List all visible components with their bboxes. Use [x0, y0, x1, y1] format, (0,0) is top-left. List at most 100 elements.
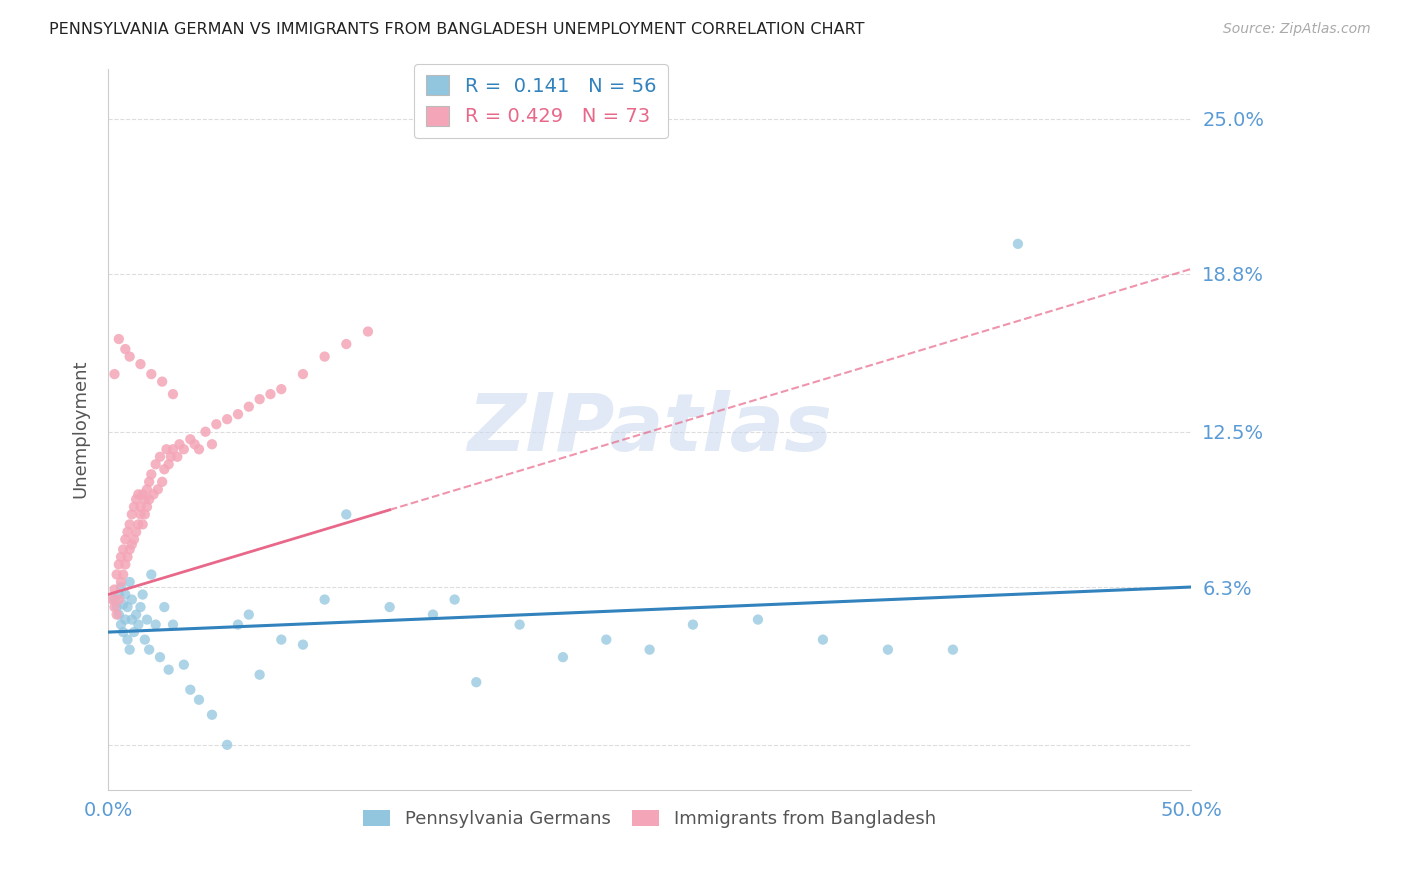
Point [136, 613, 159, 627]
Point [138, 642, 160, 657]
Point [129, 600, 152, 615]
Point [121, 592, 143, 607]
Point [422, 607, 444, 622]
Point [138, 475, 160, 489]
Point [201, 707, 224, 722]
Point [811, 632, 834, 647]
Point [112, 542, 135, 557]
Point [141, 467, 163, 482]
Point [110, 574, 132, 589]
Point [105, 567, 128, 582]
Point [179, 432, 201, 446]
Point [159, 450, 181, 464]
Point [108, 607, 131, 622]
Point [188, 692, 211, 706]
Point [238, 400, 260, 414]
Point [150, 375, 173, 389]
Point [155, 442, 177, 457]
Point [103, 582, 125, 597]
Point [150, 475, 173, 489]
Point [142, 487, 165, 501]
Point [217, 412, 239, 426]
Point [145, 617, 167, 632]
Point [114, 613, 136, 627]
Point [378, 600, 401, 615]
Point [121, 613, 143, 627]
Point [118, 517, 141, 532]
Point [129, 357, 152, 371]
Point [122, 533, 145, 547]
Point [117, 524, 139, 539]
Point [169, 437, 191, 451]
Point [108, 588, 131, 602]
Point [103, 592, 125, 607]
Point [188, 442, 211, 457]
Point [335, 337, 357, 351]
Point [112, 567, 135, 582]
Point [877, 642, 900, 657]
Text: Source: ZipAtlas.com: Source: ZipAtlas.com [1223, 22, 1371, 37]
Point [122, 625, 145, 640]
Point [153, 462, 176, 476]
Point [105, 600, 128, 615]
Point [105, 607, 128, 622]
Point [127, 487, 149, 501]
Point [157, 457, 180, 471]
Point [465, 675, 488, 690]
Point [638, 642, 661, 657]
Point [110, 617, 132, 632]
Point [162, 617, 184, 632]
Point [942, 642, 965, 657]
Point [509, 617, 531, 632]
Point [357, 325, 380, 339]
Point [114, 558, 136, 572]
Point [110, 549, 132, 564]
Point [118, 542, 141, 557]
Point [166, 450, 188, 464]
Point [118, 642, 141, 657]
Point [122, 500, 145, 514]
Point [117, 600, 139, 615]
Point [194, 425, 217, 439]
Point [682, 617, 704, 632]
Text: ZIPatlas: ZIPatlas [467, 390, 832, 468]
Point [136, 483, 159, 497]
Point [141, 567, 163, 582]
Point [249, 667, 271, 681]
Point [183, 437, 205, 451]
Point [217, 738, 239, 752]
Point [127, 617, 149, 632]
Point [149, 450, 172, 464]
Point [131, 517, 153, 532]
Point [117, 632, 139, 647]
Point [118, 350, 141, 364]
Point [146, 483, 169, 497]
Y-axis label: Unemployment: Unemployment [72, 360, 89, 499]
Point [443, 592, 465, 607]
Point [125, 524, 148, 539]
Point [291, 638, 314, 652]
Point [141, 367, 163, 381]
Point [145, 457, 167, 471]
Point [226, 617, 249, 632]
Point [595, 632, 617, 647]
Point [131, 487, 153, 501]
Point [179, 682, 201, 697]
Point [335, 508, 357, 522]
Point [551, 650, 574, 665]
Point [270, 632, 292, 647]
Point [101, 592, 124, 607]
Point [121, 508, 143, 522]
Point [103, 367, 125, 381]
Point [314, 350, 336, 364]
Point [136, 500, 159, 514]
Point [134, 508, 156, 522]
Point [1007, 236, 1029, 251]
Legend: Pennsylvania Germans, Immigrants from Bangladesh: Pennsylvania Germans, Immigrants from Ba… [356, 802, 943, 835]
Point [201, 437, 224, 451]
Point [125, 607, 148, 622]
Point [114, 342, 136, 356]
Point [162, 387, 184, 401]
Point [103, 600, 125, 615]
Point [129, 500, 152, 514]
